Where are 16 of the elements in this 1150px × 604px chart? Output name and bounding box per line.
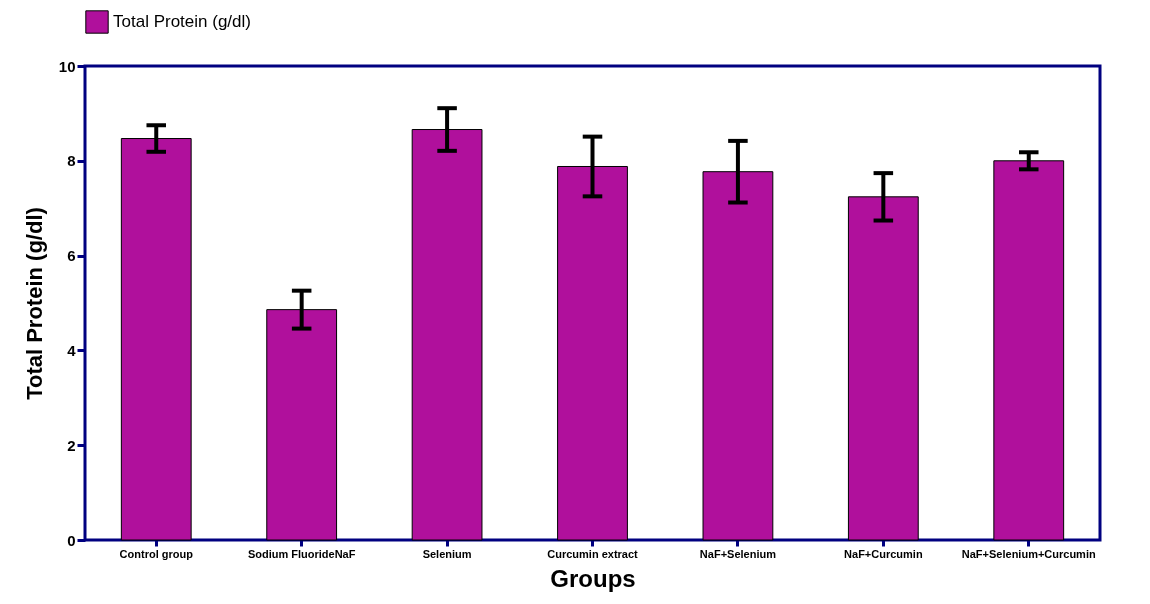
x-tick-label: Control group [119,547,194,560]
y-tick-label: 4 [67,341,77,359]
y-tick-label: 0 [67,531,76,549]
y-tick-label: 8 [67,152,76,170]
x-tick-label: NaF+Selenium [699,547,777,560]
y-tick-label: 2 [67,436,76,454]
y-axis-title: Total Protein (g/dl) [21,207,47,400]
x-tick-label: Sodium FluorideNaF [247,547,356,560]
x-tick-label: NaF+Curcumin [844,547,923,560]
x-tick-label: NaF+Selenium+Curcumin [961,547,1096,560]
x-tick-label: Selenium [422,547,472,560]
x-tick-label: Curcumin extract [547,547,639,560]
y-tick-label: 6 [67,247,76,265]
y-tick-label: 10 [58,57,76,75]
x-axis-title: Groups [550,564,636,592]
legend-label: Total Protein (g/dl) [113,12,251,31]
